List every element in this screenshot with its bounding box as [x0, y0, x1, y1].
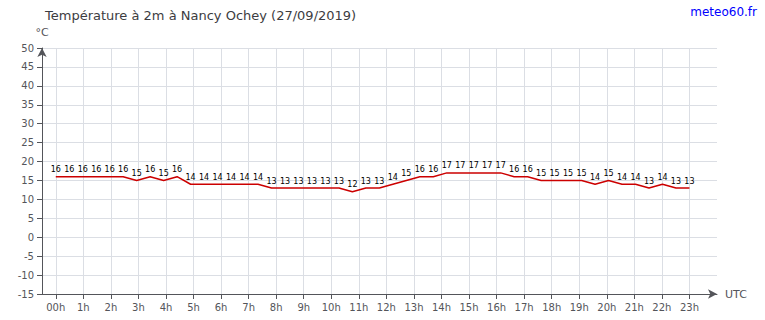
svg-text:16h: 16h [487, 302, 506, 313]
svg-text:17: 17 [482, 161, 492, 170]
svg-text:16: 16 [523, 165, 533, 174]
svg-text:14: 14 [388, 173, 398, 182]
svg-text:15h: 15h [460, 302, 479, 313]
svg-text:13: 13 [684, 177, 694, 186]
svg-text:13: 13 [361, 177, 371, 186]
svg-text:2h: 2h [105, 302, 118, 313]
svg-text:12: 12 [347, 180, 357, 189]
svg-text:9h: 9h [297, 302, 310, 313]
svg-text:12h: 12h [377, 302, 396, 313]
svg-text:3h: 3h [132, 302, 145, 313]
svg-text:00h: 00h [46, 302, 65, 313]
svg-text:16: 16 [428, 165, 438, 174]
svg-text:16: 16 [78, 165, 88, 174]
svg-text:16: 16 [64, 165, 74, 174]
svg-text:5h: 5h [187, 302, 200, 313]
svg-text:13: 13 [280, 177, 290, 186]
svg-text:-15: -15 [18, 289, 34, 300]
svg-text:40: 40 [21, 80, 34, 91]
svg-text:15: 15 [576, 169, 586, 178]
svg-text:15: 15 [401, 169, 411, 178]
svg-text:18h: 18h [542, 302, 561, 313]
svg-text:20: 20 [21, 156, 34, 167]
svg-text:15: 15 [159, 169, 169, 178]
svg-text:20h: 20h [597, 302, 616, 313]
svg-text:14: 14 [226, 173, 236, 182]
svg-text:8h: 8h [270, 302, 283, 313]
svg-text:4h: 4h [160, 302, 173, 313]
svg-text:17: 17 [442, 161, 452, 170]
svg-text:21h: 21h [625, 302, 644, 313]
svg-text:13: 13 [671, 177, 681, 186]
svg-text:14: 14 [630, 173, 640, 182]
svg-text:14: 14 [590, 173, 600, 182]
svg-text:13: 13 [320, 177, 330, 186]
svg-text:14: 14 [199, 173, 209, 182]
svg-text:5: 5 [28, 213, 34, 224]
svg-text:°C: °C [35, 26, 49, 39]
svg-text:13: 13 [307, 177, 317, 186]
svg-text:meteo60.fr: meteo60.fr [690, 5, 757, 19]
svg-text:6h: 6h [215, 302, 228, 313]
svg-text:30: 30 [21, 118, 34, 129]
svg-text:16: 16 [51, 165, 61, 174]
svg-text:17h: 17h [515, 302, 534, 313]
svg-text:13: 13 [644, 177, 654, 186]
svg-text:1h: 1h [77, 302, 90, 313]
svg-text:16: 16 [509, 165, 519, 174]
svg-text:14: 14 [253, 173, 263, 182]
svg-text:14h: 14h [432, 302, 451, 313]
svg-text:-5: -5 [24, 251, 34, 262]
svg-text:7h: 7h [242, 302, 255, 313]
svg-text:-10: -10 [18, 270, 34, 281]
svg-text:14: 14 [186, 173, 196, 182]
svg-text:16: 16 [172, 165, 182, 174]
svg-text:17: 17 [496, 161, 506, 170]
svg-text:17: 17 [455, 161, 465, 170]
svg-text:35: 35 [21, 99, 34, 110]
svg-text:15: 15 [21, 175, 34, 186]
svg-text:Température à 2m à Nancy Ochey: Température à 2m à Nancy Ochey (27/09/20… [44, 8, 356, 23]
svg-text:0: 0 [28, 232, 34, 243]
svg-text:11h: 11h [349, 302, 368, 313]
svg-text:22h: 22h [652, 302, 671, 313]
svg-text:16: 16 [105, 165, 115, 174]
svg-text:14: 14 [212, 173, 222, 182]
svg-text:10: 10 [21, 194, 34, 205]
svg-text:15: 15 [536, 169, 546, 178]
svg-text:14: 14 [657, 173, 667, 182]
svg-text:14: 14 [239, 173, 249, 182]
svg-text:13h: 13h [404, 302, 423, 313]
svg-text:15: 15 [603, 169, 613, 178]
svg-text:14: 14 [617, 173, 627, 182]
svg-text:50: 50 [21, 43, 34, 54]
svg-text:23h: 23h [680, 302, 699, 313]
svg-text:16: 16 [145, 165, 155, 174]
svg-text:13: 13 [293, 177, 303, 186]
svg-text:15: 15 [563, 169, 573, 178]
svg-text:16: 16 [91, 165, 101, 174]
svg-text:25: 25 [21, 137, 34, 148]
svg-text:45: 45 [21, 61, 34, 72]
svg-text:19h: 19h [570, 302, 589, 313]
svg-text:17: 17 [469, 161, 479, 170]
svg-text:15: 15 [132, 169, 142, 178]
svg-text:13: 13 [266, 177, 276, 186]
svg-text:15: 15 [550, 169, 560, 178]
svg-text:16: 16 [118, 165, 128, 174]
svg-text:16: 16 [415, 165, 425, 174]
svg-text:13: 13 [334, 177, 344, 186]
svg-text:10h: 10h [322, 302, 341, 313]
svg-text:13: 13 [374, 177, 384, 186]
svg-text:UTC: UTC [725, 288, 747, 301]
